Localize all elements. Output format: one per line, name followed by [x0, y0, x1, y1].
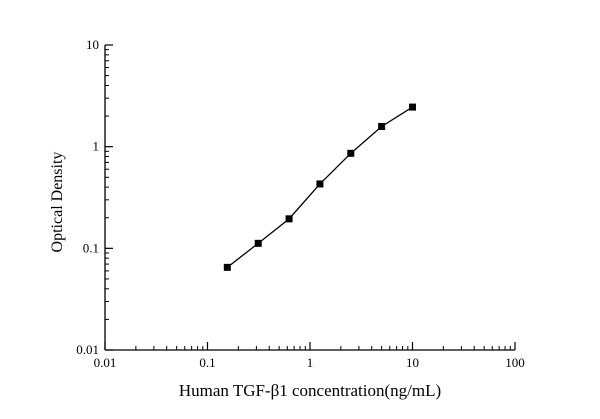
y-tick-label: 0.1: [83, 240, 99, 255]
x-tick-label: 10: [406, 355, 419, 370]
data-point-marker: [254, 239, 262, 247]
data-point-marker: [347, 149, 355, 157]
x-tick-label: 0.01: [94, 355, 117, 370]
y-axis-label: Optical Density: [49, 152, 66, 253]
data-point-marker: [316, 180, 324, 188]
data-point-marker: [223, 263, 231, 271]
data-point-marker: [285, 215, 293, 223]
plot-generated: 0.01 0.1 1 10 100 0.01 0.1 1 10: [76, 37, 525, 370]
data-point-marker: [409, 103, 416, 111]
y-tick-label: 10: [86, 37, 99, 52]
x-tick-label: 1: [307, 355, 314, 370]
x-tick-label: 0.1: [199, 355, 215, 370]
data-point-marker: [378, 122, 386, 130]
x-tick-label: 100: [505, 355, 525, 370]
y-tick-label: 0.01: [76, 342, 99, 357]
x-axis-label: Human TGF-β1 concentration(ng/mL): [179, 381, 441, 400]
y-tick-label: 1: [93, 139, 100, 154]
